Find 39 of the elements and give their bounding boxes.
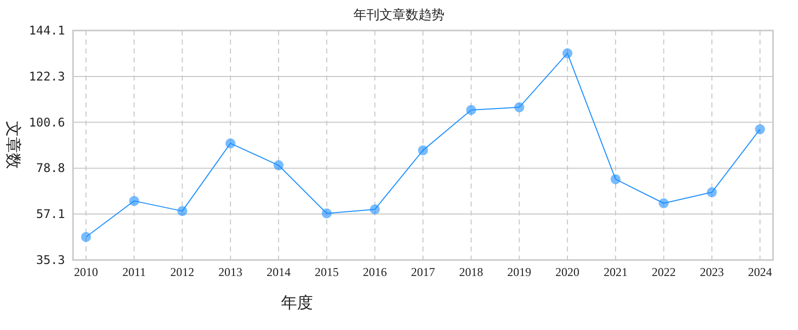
y-tick-label: 35.3 xyxy=(36,253,65,267)
point xyxy=(274,160,284,170)
point xyxy=(466,105,476,116)
x-tick-label: 2021 xyxy=(604,265,628,279)
x-tick-label: 2016 xyxy=(362,265,387,279)
x-tick-label: 2011 xyxy=(122,265,146,279)
point xyxy=(610,174,621,184)
y-tick-label: 144.1 xyxy=(28,24,65,38)
x-tick-label: 2019 xyxy=(507,265,532,279)
x-tick-label: 2018 xyxy=(459,265,484,279)
y-tick-label: 78.8 xyxy=(36,161,65,176)
y-tick-label: 100.6 xyxy=(28,115,65,130)
x-axis-title: 年度 xyxy=(281,294,313,312)
point xyxy=(129,196,140,206)
x-tick-label: 2020 xyxy=(555,265,580,279)
chart-title: 年刊文章数趋势 xyxy=(354,7,444,22)
x-tick-label: 2015 xyxy=(314,265,339,279)
point xyxy=(562,48,572,58)
point xyxy=(658,198,669,208)
y-tick-label: 57.1 xyxy=(36,207,65,222)
point xyxy=(177,206,188,216)
point xyxy=(418,145,428,156)
x-tick-label: 2017 xyxy=(411,265,435,279)
x-tick-label: 2024 xyxy=(748,265,772,279)
point xyxy=(225,138,236,148)
point xyxy=(706,187,717,198)
x-tick-label: 2014 xyxy=(266,265,291,279)
y-tick-label: 122.3 xyxy=(28,69,65,84)
y-axis-title: 文章数 xyxy=(4,121,22,169)
x-tick-label: 2022 xyxy=(652,265,676,279)
point xyxy=(322,208,332,218)
x-tick-label: 2013 xyxy=(218,265,242,279)
point xyxy=(514,102,524,112)
point xyxy=(81,232,91,242)
point xyxy=(370,204,380,214)
x-tick-label: 2012 xyxy=(170,265,194,279)
x-tick-label: 2010 xyxy=(74,265,98,279)
x-tick-label: 2023 xyxy=(700,265,724,279)
point xyxy=(755,124,765,134)
